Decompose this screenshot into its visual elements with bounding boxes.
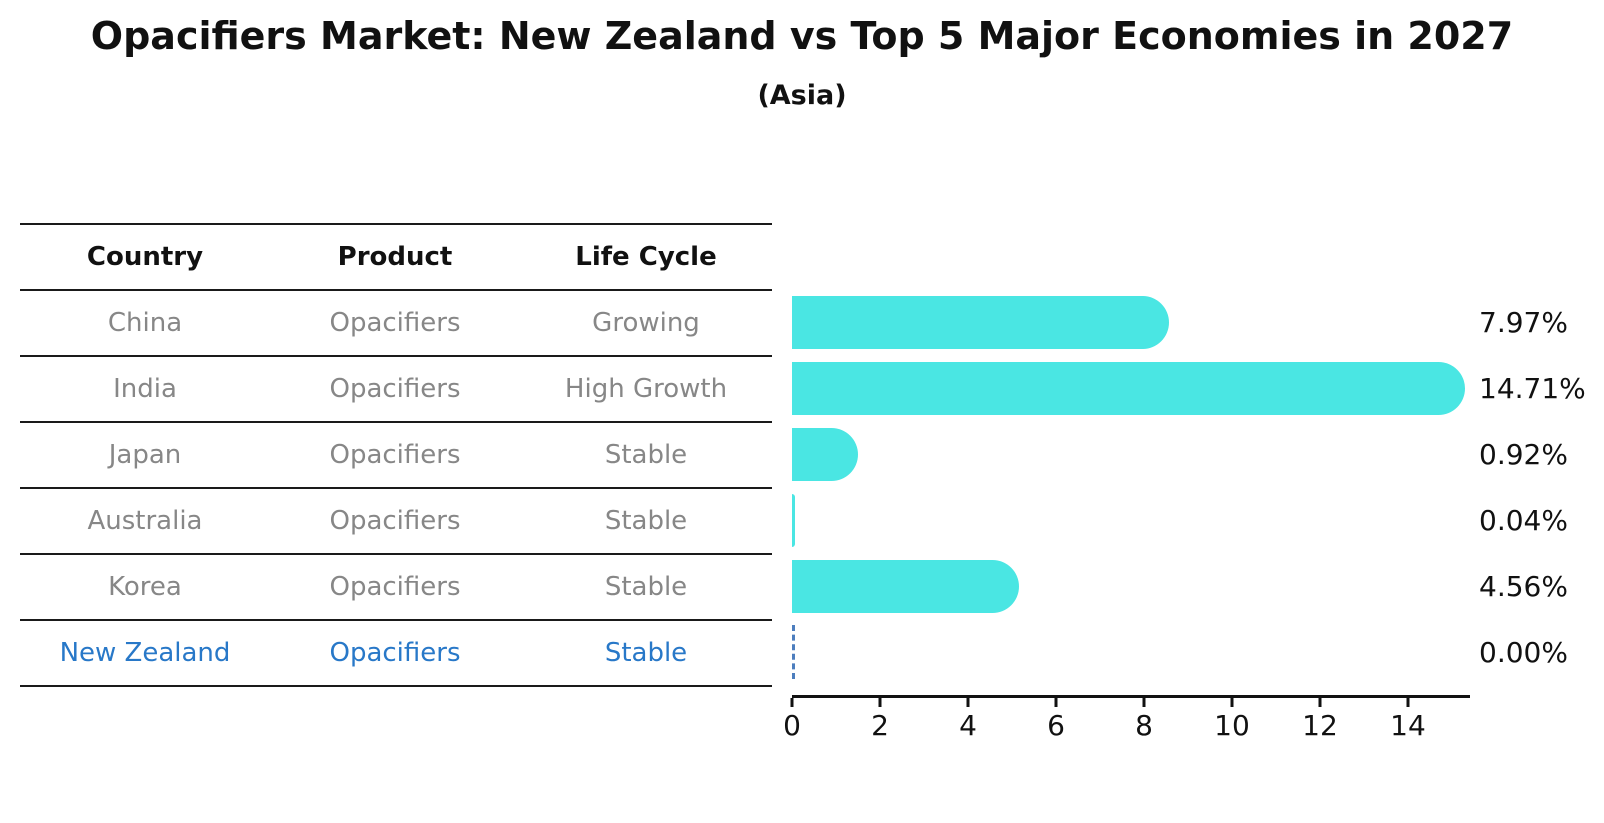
x-tick-mark	[1054, 698, 1058, 707]
cell-product: Opacifiers	[329, 440, 461, 470]
bar-japan	[792, 427, 859, 481]
value-label-korea: 4.56%	[1479, 569, 1568, 603]
bar-row	[792, 289, 1470, 355]
table-row-korea: Korea Opacifiers Stable	[20, 555, 772, 621]
cell-life-cycle: Growing	[592, 308, 700, 338]
x-tick-mark	[966, 698, 970, 707]
x-tick-label: 10	[1214, 709, 1250, 742]
value-label-australia: 0.04%	[1479, 503, 1568, 537]
value-labels: 7.97% 14.71% 0.92% 0.04% 4.56% 0.00%	[1479, 289, 1604, 685]
x-tick-label: 6	[1047, 709, 1065, 742]
value-label-india: 14.71%	[1479, 371, 1586, 405]
bar-row	[792, 619, 1470, 685]
bar-row	[792, 355, 1470, 421]
table-row-china: China Opacifiers Growing	[20, 291, 772, 357]
cell-country: New Zealand	[59, 638, 231, 668]
x-tick-label: 12	[1302, 709, 1338, 742]
bar-india	[792, 361, 1466, 415]
x-tick-mark	[1142, 698, 1146, 707]
table-row-india: India Opacifiers High Growth	[20, 357, 772, 423]
x-axis: 0 2 4 6 8 10 12 14	[783, 695, 1470, 755]
value-label-new-zealand: 0.00%	[1479, 635, 1568, 669]
x-tick-label: 8	[1135, 709, 1153, 742]
chart-subtitle: (Asia)	[757, 80, 847, 111]
cell-life-cycle: Stable	[604, 440, 688, 470]
table-row-new-zealand: New Zealand Opacifiers Stable	[20, 621, 772, 687]
bar-new-zealand	[792, 625, 795, 679]
cell-country: Australia	[87, 506, 203, 536]
cell-life-cycle: Stable	[604, 506, 688, 536]
column-header-country: Country	[86, 242, 204, 272]
bar-chart	[792, 289, 1470, 685]
cell-product: Opacifiers	[329, 572, 461, 602]
cell-country: India	[113, 374, 177, 404]
cell-product: Opacifiers	[329, 506, 461, 536]
x-tick-label: 14	[1390, 709, 1426, 742]
bar-china	[792, 295, 1169, 349]
x-tick-mark	[1230, 698, 1234, 707]
bar-row	[792, 421, 1470, 487]
x-tick-mark	[1406, 698, 1410, 707]
cell-product: Opacifiers	[329, 308, 461, 338]
cell-product: Opacifiers	[329, 638, 461, 668]
cell-country: China	[107, 308, 183, 338]
value-label-china: 7.97%	[1479, 305, 1568, 339]
cell-life-cycle: Stable	[604, 572, 688, 602]
x-axis-line	[792, 695, 1470, 698]
bar-korea	[792, 559, 1019, 613]
bar-row	[792, 553, 1470, 619]
data-table: Country Product Life Cycle China Opacifi…	[20, 223, 772, 687]
x-tick-mark	[790, 698, 794, 707]
table-row-australia: Australia Opacifiers Stable	[20, 489, 772, 555]
cell-country: Korea	[108, 572, 182, 602]
cell-life-cycle: High Growth	[564, 374, 728, 404]
table-header-row: Country Product Life Cycle	[20, 225, 772, 291]
column-header-life-cycle: Life Cycle	[575, 242, 717, 272]
bar-row	[792, 487, 1470, 553]
chart-title: Opacifiers Market: New Zealand vs Top 5 …	[90, 14, 1514, 58]
cell-country: Japan	[108, 440, 182, 470]
column-header-product: Product	[337, 242, 453, 272]
x-tick-mark	[878, 698, 882, 707]
bar-australia	[792, 493, 795, 547]
cell-life-cycle: Stable	[604, 638, 688, 668]
x-tick-label: 4	[959, 709, 977, 742]
value-label-japan: 0.92%	[1479, 437, 1568, 471]
x-tick-label: 0	[783, 709, 801, 742]
cell-product: Opacifiers	[329, 374, 461, 404]
x-tick-label: 2	[871, 709, 889, 742]
table-row-japan: Japan Opacifiers Stable	[20, 423, 772, 489]
x-tick-mark	[1318, 698, 1322, 707]
